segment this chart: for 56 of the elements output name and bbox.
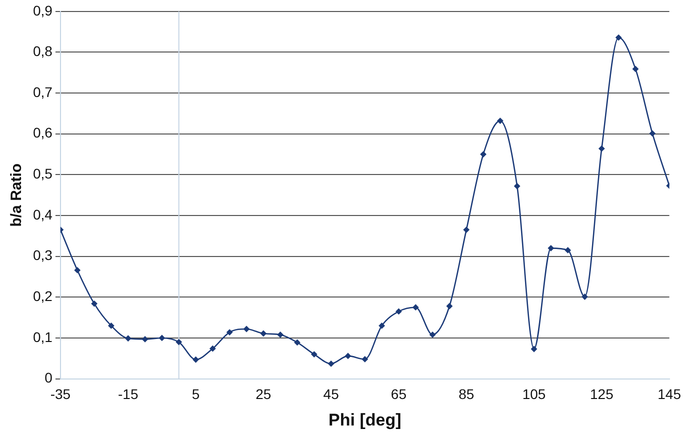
point	[226, 329, 233, 336]
point	[615, 34, 622, 41]
point	[192, 356, 199, 363]
point	[328, 360, 334, 367]
point	[649, 130, 656, 137]
point	[209, 345, 216, 352]
x-tick-label: -35	[50, 386, 71, 402]
y-tick-label: 0,8	[32, 43, 53, 60]
point	[74, 267, 81, 274]
x-axis-title: Phi [deg]	[328, 410, 402, 430]
point	[91, 300, 98, 307]
y-tick-label: 0,3	[32, 247, 53, 264]
point	[124, 335, 132, 342]
x-tick-label: 145	[658, 386, 682, 402]
point	[480, 151, 486, 158]
point	[632, 66, 639, 72]
point	[158, 334, 166, 342]
point	[378, 322, 386, 329]
x-tick-label: 45	[323, 386, 340, 402]
point	[310, 351, 318, 358]
point	[108, 322, 114, 329]
point	[142, 336, 148, 342]
point	[277, 332, 284, 338]
y-tick-label: 0,5	[32, 166, 53, 182]
point	[564, 247, 572, 254]
y-tick-label: 0,9	[32, 2, 53, 18]
point	[344, 352, 352, 360]
point	[176, 338, 182, 346]
point	[582, 294, 588, 300]
point	[446, 302, 453, 310]
x-tick-label: 5	[192, 386, 200, 402]
point	[463, 226, 470, 233]
x-tick-label: -15	[118, 386, 138, 402]
point	[396, 308, 402, 315]
point	[514, 182, 520, 190]
y-tick-label: 0,2	[32, 288, 53, 304]
y-axis-title: b/a Ratio	[8, 163, 26, 227]
y-tick-label: 0,7	[32, 84, 53, 100]
point	[530, 346, 538, 352]
x-tick-label: 65	[390, 386, 407, 402]
point	[362, 356, 368, 362]
point	[260, 330, 267, 337]
point	[598, 145, 605, 152]
y-tick-label: 0,6	[32, 124, 53, 141]
y-tick-label: 0,4	[32, 206, 53, 222]
point	[412, 304, 419, 311]
y-tick-label: 0,1	[32, 328, 53, 345]
point	[548, 244, 554, 252]
x-tick-label: 25	[256, 386, 272, 402]
point	[496, 118, 504, 124]
x-tick-label: 85	[458, 386, 474, 402]
point	[429, 332, 436, 338]
y-tick-label: 0	[44, 370, 53, 386]
x-tick-label: 125	[590, 386, 614, 402]
x-tick-label: 105	[522, 386, 546, 402]
point	[243, 326, 250, 332]
